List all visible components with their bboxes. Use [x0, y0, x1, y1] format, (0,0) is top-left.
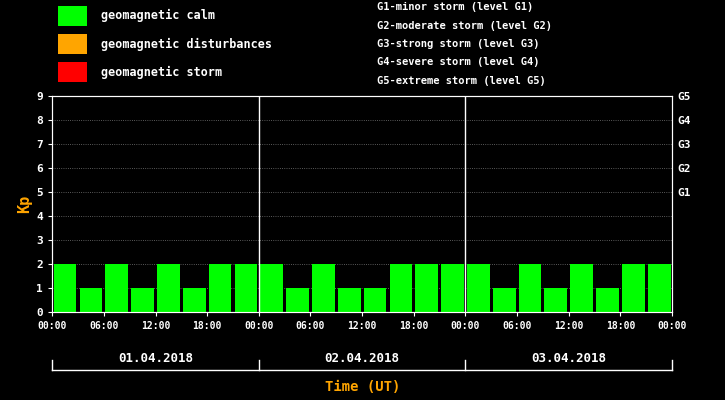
Bar: [518, 264, 542, 312]
Bar: [58, 62, 87, 82]
Bar: [105, 264, 128, 312]
Bar: [415, 264, 438, 312]
Bar: [622, 264, 645, 312]
Bar: [338, 288, 360, 312]
Bar: [131, 288, 154, 312]
Bar: [389, 264, 413, 312]
Text: Time (UT): Time (UT): [325, 380, 400, 394]
Bar: [544, 288, 567, 312]
Bar: [80, 288, 102, 312]
Text: geomagnetic storm: geomagnetic storm: [102, 66, 223, 79]
Bar: [157, 264, 180, 312]
Bar: [260, 264, 283, 312]
Bar: [58, 34, 87, 54]
Bar: [209, 264, 231, 312]
Text: geomagnetic disturbances: geomagnetic disturbances: [102, 38, 273, 50]
Text: 01.04.2018: 01.04.2018: [118, 352, 193, 364]
Text: 03.04.2018: 03.04.2018: [531, 352, 606, 364]
Bar: [442, 264, 464, 312]
Bar: [54, 264, 76, 312]
Bar: [571, 264, 593, 312]
Text: G2-moderate storm (level G2): G2-moderate storm (level G2): [377, 20, 552, 30]
Bar: [58, 6, 87, 26]
Bar: [364, 288, 386, 312]
Y-axis label: Kp: Kp: [17, 195, 32, 213]
Bar: [286, 288, 309, 312]
Text: G3-strong storm (level G3): G3-strong storm (level G3): [377, 39, 539, 49]
Text: G1-minor storm (level G1): G1-minor storm (level G1): [377, 2, 534, 12]
Text: G4-severe storm (level G4): G4-severe storm (level G4): [377, 58, 539, 68]
Bar: [648, 264, 671, 312]
Text: geomagnetic calm: geomagnetic calm: [102, 9, 215, 22]
Bar: [235, 264, 257, 312]
Bar: [493, 288, 515, 312]
Text: G5-extreme storm (level G5): G5-extreme storm (level G5): [377, 76, 546, 86]
Bar: [467, 264, 489, 312]
Bar: [312, 264, 335, 312]
Bar: [596, 288, 619, 312]
Text: 02.04.2018: 02.04.2018: [325, 352, 399, 364]
Bar: [183, 288, 206, 312]
